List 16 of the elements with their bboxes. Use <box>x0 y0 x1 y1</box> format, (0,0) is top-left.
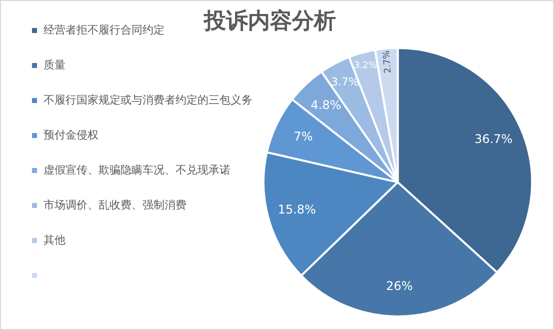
legend-label: 经营者拒不履行合同约定 <box>44 23 164 36</box>
data-label: 4.8% <box>310 98 342 112</box>
data-label: 2.7% <box>382 50 394 74</box>
legend-label: 其他 <box>44 233 66 246</box>
chart-title: 投诉内容分析 <box>203 8 336 34</box>
legend-label: 预付金侵权 <box>44 128 98 142</box>
data-label: 3.2% <box>354 61 378 72</box>
legend-label: 不履行国家规定或与消费者约定的三包义务 <box>44 93 252 106</box>
data-label: 36.7% <box>474 132 513 146</box>
legend-label: 市场调价、乱收费、强制消费 <box>44 198 186 212</box>
legend-label: 质量 <box>44 58 66 72</box>
data-label: 15.8% <box>278 202 316 216</box>
legend-label: 虚假宣传、欺骗隐瞒车况、不兑现承诺 <box>44 163 230 176</box>
data-label: 3.7% <box>330 75 359 88</box>
data-label: 26% <box>386 279 413 294</box>
data-label: 7% <box>294 129 313 144</box>
